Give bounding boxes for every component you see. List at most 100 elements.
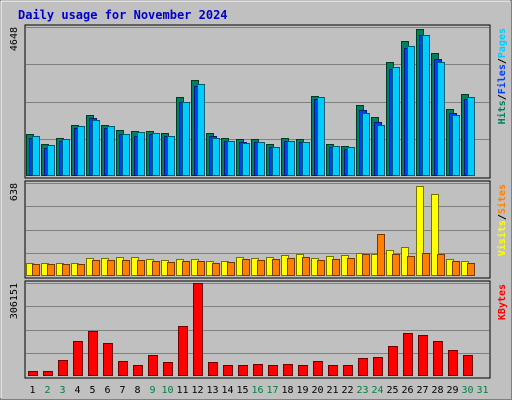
- x-tick-label-day-13: 13: [206, 385, 218, 396]
- bar-pages-day-11: [182, 102, 190, 176]
- legend-entry-visits: Visits: [496, 220, 508, 256]
- bar-sites-day-10: [167, 262, 175, 276]
- bar-pages-day-15: [242, 143, 250, 176]
- legend-entry-sites: Sites: [496, 184, 508, 214]
- bar-sites-day-4: [77, 264, 85, 276]
- bar-sites-day-18: [287, 258, 295, 276]
- bar-sites-day-2: [47, 264, 55, 276]
- bar-pages-day-27: [422, 35, 430, 176]
- bar-sites-day-24: [377, 234, 385, 276]
- bar-sites-day-9: [152, 261, 160, 276]
- x-tick-label-day-20: 20: [311, 385, 323, 396]
- bar-pages-day-1: [32, 136, 40, 176]
- bar-sites-day-17: [272, 259, 280, 276]
- x-tick-label-day-3: 3: [59, 385, 65, 396]
- bar-kbytes-day-7: [118, 361, 128, 376]
- bar-pages-day-8: [137, 132, 145, 176]
- legend-entry-hits: Hits: [496, 100, 508, 124]
- x-tick-label-day-29: 29: [446, 385, 458, 396]
- bar-kbytes-day-5: [88, 331, 98, 376]
- bar-kbytes-day-9: [148, 355, 158, 376]
- x-tick-label-day-21: 21: [326, 385, 338, 396]
- bar-kbytes-day-29: [448, 350, 458, 376]
- x-tick-label-day-11: 11: [176, 385, 188, 396]
- x-tick-label-day-18: 18: [281, 385, 293, 396]
- bar-kbytes-day-3: [58, 360, 68, 376]
- bars-hits_files_pages: [26, 29, 475, 176]
- legend-separator: /: [497, 214, 508, 220]
- bar-pages-day-23: [362, 113, 370, 176]
- bar-kbytes-day-6: [103, 343, 113, 376]
- bar-pages-day-30: [467, 97, 475, 176]
- x-tick-label-day-19: 19: [296, 385, 308, 396]
- bar-kbytes-day-16: [253, 364, 263, 376]
- bar-pages-day-13: [212, 138, 220, 176]
- bar-sites-day-20: [317, 260, 325, 276]
- bar-sites-day-5: [92, 260, 100, 276]
- bar-pages-day-18: [287, 141, 295, 176]
- bar-kbytes-day-8: [133, 365, 143, 376]
- legend-visits_sites: Visits/Sites: [496, 184, 508, 256]
- bar-kbytes-day-28: [433, 341, 443, 376]
- bar-kbytes-day-12: [193, 283, 203, 376]
- bar-pages-day-12: [197, 84, 205, 176]
- bar-pages-day-6: [107, 126, 115, 176]
- x-tick-label-day-7: 7: [119, 385, 125, 396]
- x-tick-label-day-24: 24: [371, 385, 383, 396]
- bar-visits-day-28: [431, 194, 439, 276]
- bar-sites-day-3: [62, 264, 70, 276]
- legend-hits_files_pages: Hits/Files/Pages: [496, 28, 508, 124]
- bar-kbytes-day-24: [373, 357, 383, 376]
- bar-visits-day-27: [416, 186, 424, 276]
- chart-title: Daily usage for November 2024: [18, 8, 228, 22]
- bar-pages-day-14: [227, 141, 235, 176]
- x-tick-label-day-9: 9: [149, 385, 155, 396]
- panel-visits_sites: 638 Visits/Sites: [9, 180, 508, 279]
- panel-hits_files_pages: 4648 Hits/Files/Pages: [9, 24, 508, 179]
- bar-pages-day-19: [302, 142, 310, 176]
- bar-pages-day-3: [62, 139, 70, 176]
- bar-pages-day-22: [347, 147, 355, 176]
- bar-kbytes-day-23: [358, 358, 368, 376]
- bar-pages-day-7: [122, 134, 130, 176]
- bar-kbytes-day-11: [178, 326, 188, 376]
- y-axis-max-label: 4648: [9, 27, 20, 51]
- bar-pages-day-28: [437, 62, 445, 176]
- y-axis-max-label: 306151: [9, 283, 20, 319]
- bar-sites-day-27: [422, 253, 430, 276]
- bar-pages-day-5: [92, 120, 100, 176]
- x-tick-label-day-27: 27: [416, 385, 428, 396]
- bar-sites-day-19: [302, 257, 310, 276]
- legend-entry-files: Files: [496, 64, 508, 94]
- bar-kbytes-day-2: [43, 371, 53, 376]
- bar-sites-day-29: [452, 261, 460, 276]
- x-tick-label-day-31: 31: [476, 385, 488, 396]
- bar-kbytes-day-21: [328, 365, 338, 376]
- x-tick-label-day-6: 6: [104, 385, 110, 396]
- x-tick-label-day-23: 23: [356, 385, 368, 396]
- x-tick-label-day-17: 17: [266, 385, 278, 396]
- x-tick-label-day-1: 1: [29, 385, 35, 396]
- bar-sites-day-6: [107, 260, 115, 276]
- x-tick-label-day-12: 12: [191, 385, 203, 396]
- bar-sites-day-16: [257, 260, 265, 276]
- bar-pages-day-16: [257, 142, 265, 176]
- bars-visits_sites: [26, 186, 475, 276]
- bar-kbytes-day-20: [313, 361, 323, 376]
- x-tick-label-day-10: 10: [161, 385, 173, 396]
- bar-sites-day-30: [467, 263, 475, 276]
- bar-sites-day-25: [392, 254, 400, 276]
- bar-pages-day-25: [392, 67, 400, 176]
- bars-kbytes: [28, 283, 473, 376]
- bar-pages-day-17: [272, 147, 280, 176]
- bar-sites-day-23: [362, 254, 370, 276]
- x-tick-label-day-15: 15: [236, 385, 248, 396]
- bar-pages-day-2: [47, 145, 55, 176]
- bar-pages-day-20: [317, 97, 325, 176]
- bar-kbytes-day-19: [298, 365, 308, 376]
- bar-kbytes-day-15: [238, 365, 248, 376]
- bar-sites-day-1: [32, 264, 40, 276]
- x-tick-label-day-25: 25: [386, 385, 398, 396]
